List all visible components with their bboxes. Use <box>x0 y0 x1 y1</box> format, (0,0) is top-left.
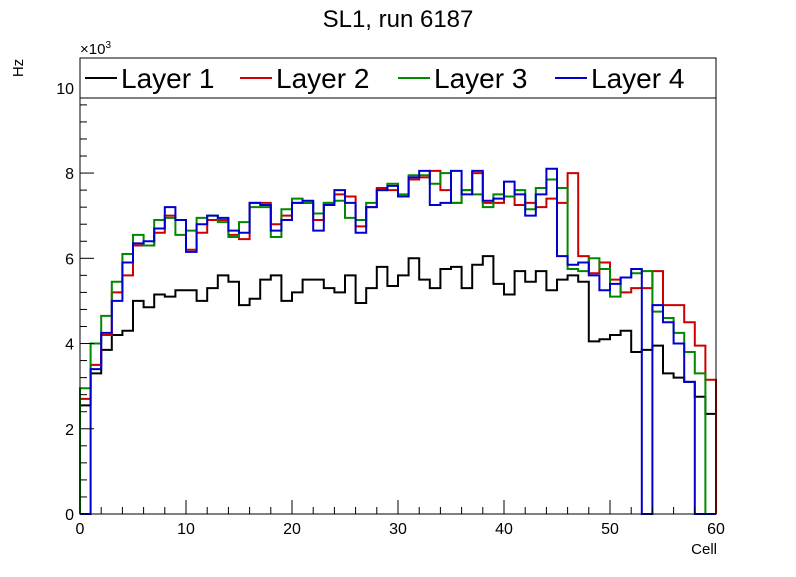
y-tick-label: 2 <box>65 422 74 439</box>
chart-title: SL1, run 6187 <box>323 6 474 33</box>
x-axis-label: Cell <box>691 541 717 558</box>
svg-text:×103: ×103 <box>80 40 111 58</box>
x-tick-label: 20 <box>283 521 301 538</box>
y-tick-label: 6 <box>65 251 74 268</box>
legend-label-layer-1: Layer 1 <box>121 63 214 94</box>
series-line-layer-4 <box>80 167 716 515</box>
series-line-layer-3 <box>79 172 716 515</box>
series-layer <box>79 167 717 515</box>
x-tick-label: 40 <box>495 521 513 538</box>
y-axis-label: Hz <box>10 59 27 77</box>
x-tick-label: 10 <box>177 521 195 538</box>
legend: Layer 1 Layer 2 Layer 3 Layer 4 <box>79 57 717 99</box>
legend-label-layer-2: Layer 2 <box>276 63 369 94</box>
legend-label-layer-3: Layer 3 <box>434 63 527 94</box>
x-tick-label: 60 <box>707 521 725 538</box>
y-axis-multiplier: ×103 <box>80 40 111 58</box>
series-line-layer-1 <box>79 255 717 514</box>
y-tick-label: 0 <box>65 507 74 524</box>
y-tick-label: 10 <box>56 81 74 98</box>
y-multiplier-exponent: 3 <box>105 40 111 51</box>
x-tick-label: 30 <box>389 521 407 538</box>
x-tick-label: 50 <box>601 521 619 538</box>
x-tick-label: 0 <box>76 521 85 538</box>
y-tick-label: 4 <box>65 337 74 354</box>
y-multiplier-base: ×10 <box>80 41 105 58</box>
y-tick-label: 8 <box>65 166 74 183</box>
legend-label-layer-4: Layer 4 <box>591 63 684 94</box>
